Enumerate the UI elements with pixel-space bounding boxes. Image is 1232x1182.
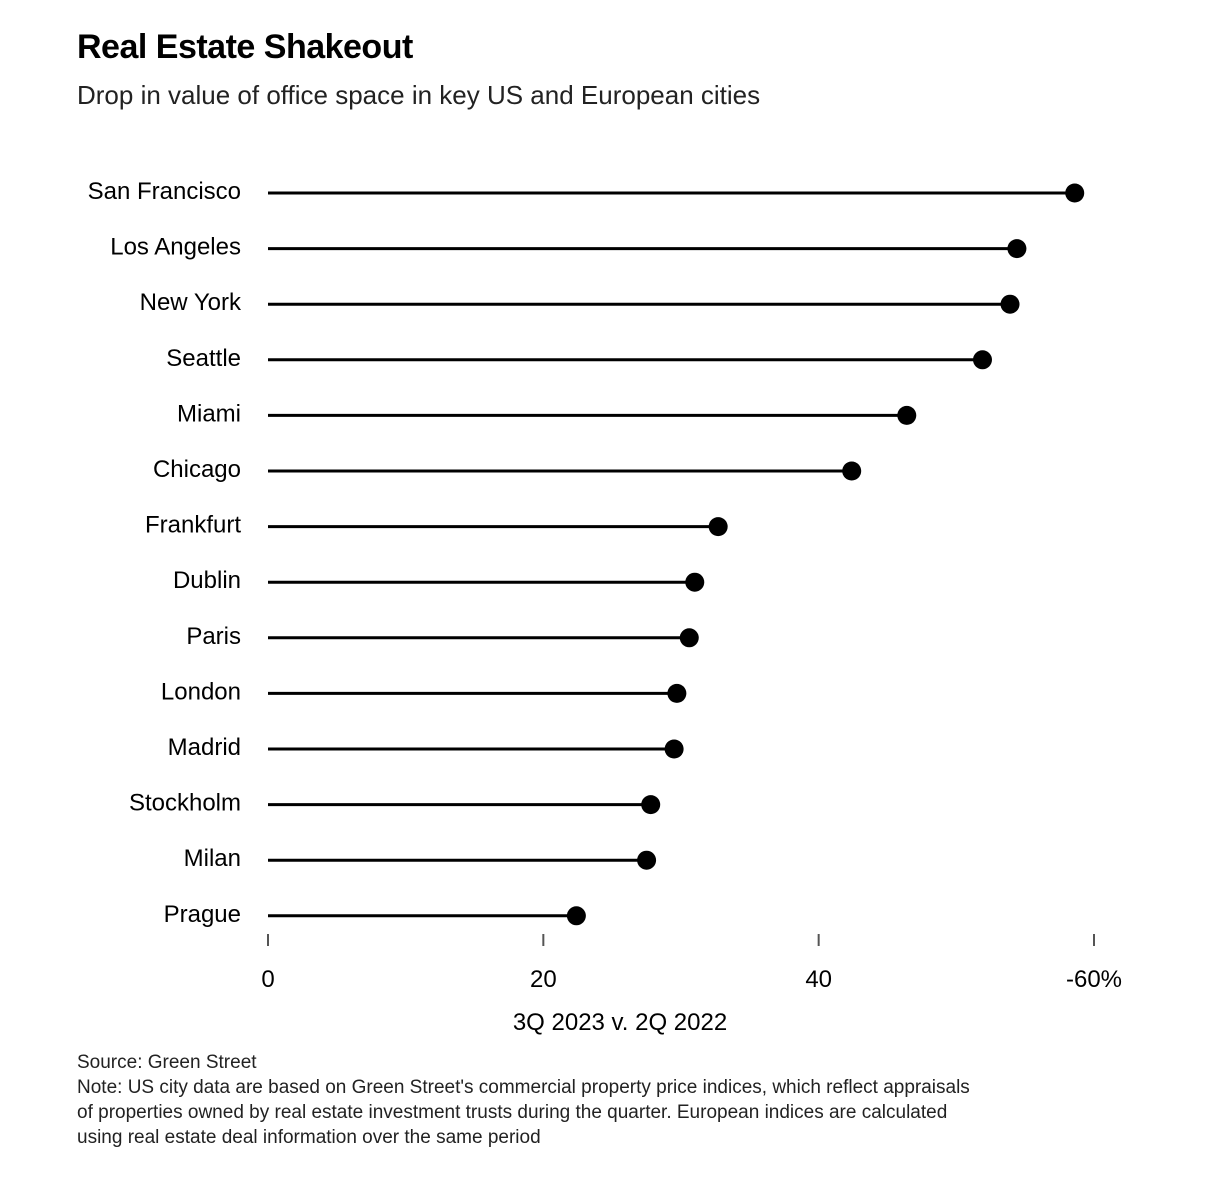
dot-london — [667, 683, 687, 703]
x-tick-label-3: -60% — [1066, 966, 1122, 993]
x-axis-label: 3Q 2023 v. 2Q 2022 — [513, 1009, 727, 1036]
note-line-2: of properties owned by real estate inves… — [77, 1102, 948, 1123]
dot-prague — [566, 906, 586, 926]
dot-seattle — [972, 350, 992, 370]
dot-madrid — [664, 739, 684, 759]
dot-miami — [897, 405, 917, 425]
x-tick-label-0: 0 — [261, 966, 274, 993]
category-label-madrid: Madrid — [168, 734, 241, 761]
category-label-stockholm: Stockholm — [129, 790, 241, 817]
category-label-prague: Prague — [164, 901, 241, 928]
dot-frankfurt — [708, 517, 728, 537]
category-label-milan: Milan — [184, 845, 241, 872]
dot-new-york — [1000, 294, 1020, 314]
x-tick-label-1: 20 — [530, 966, 557, 993]
category-label-frankfurt: Frankfurt — [145, 512, 241, 539]
category-label-london: London — [161, 678, 241, 705]
note-line-1: Note: US city data are based on Green St… — [77, 1077, 970, 1098]
x-tick-label-2: 40 — [805, 966, 832, 993]
dot-chicago — [842, 461, 862, 481]
category-label-san-francisco: San Francisco — [88, 178, 241, 205]
category-label-new-york: New York — [140, 289, 242, 316]
dot-stockholm — [641, 795, 661, 815]
dot-paris — [679, 628, 699, 648]
lollipop-chart: 0 20 40 -60% 3Q 2023 v. 2Q 2022 San Francisc… — [88, 178, 1122, 1036]
chart-subtitle: Drop in value of office space in key US … — [77, 80, 761, 110]
category-label-seattle: Seattle — [166, 345, 241, 372]
category-label-los-angeles: Los Angeles — [110, 234, 241, 261]
category-label-chicago: Chicago — [153, 456, 241, 483]
dot-los-angeles — [1007, 239, 1027, 259]
category-label-miami: Miami — [177, 400, 241, 427]
dot-dublin — [685, 572, 705, 592]
note-line-3: using real estate deal information over … — [77, 1127, 541, 1148]
dot-san-francisco — [1065, 183, 1085, 203]
chart-footer: Source: Green Street Note: US city data … — [77, 1050, 1177, 1150]
chart-title: Real Estate Shakeout — [77, 28, 413, 66]
category-label-dublin: Dublin — [173, 567, 241, 594]
x-axis: 0 20 40 -60% 3Q 2023 v. 2Q 2022 — [261, 934, 1122, 1036]
dot-milan — [637, 850, 657, 870]
source-note: Source: Green Street — [77, 1052, 257, 1073]
category-label-paris: Paris — [186, 623, 241, 650]
chart-marks: San Francisco Los Angeles New York Seattle M… — [88, 178, 1085, 928]
